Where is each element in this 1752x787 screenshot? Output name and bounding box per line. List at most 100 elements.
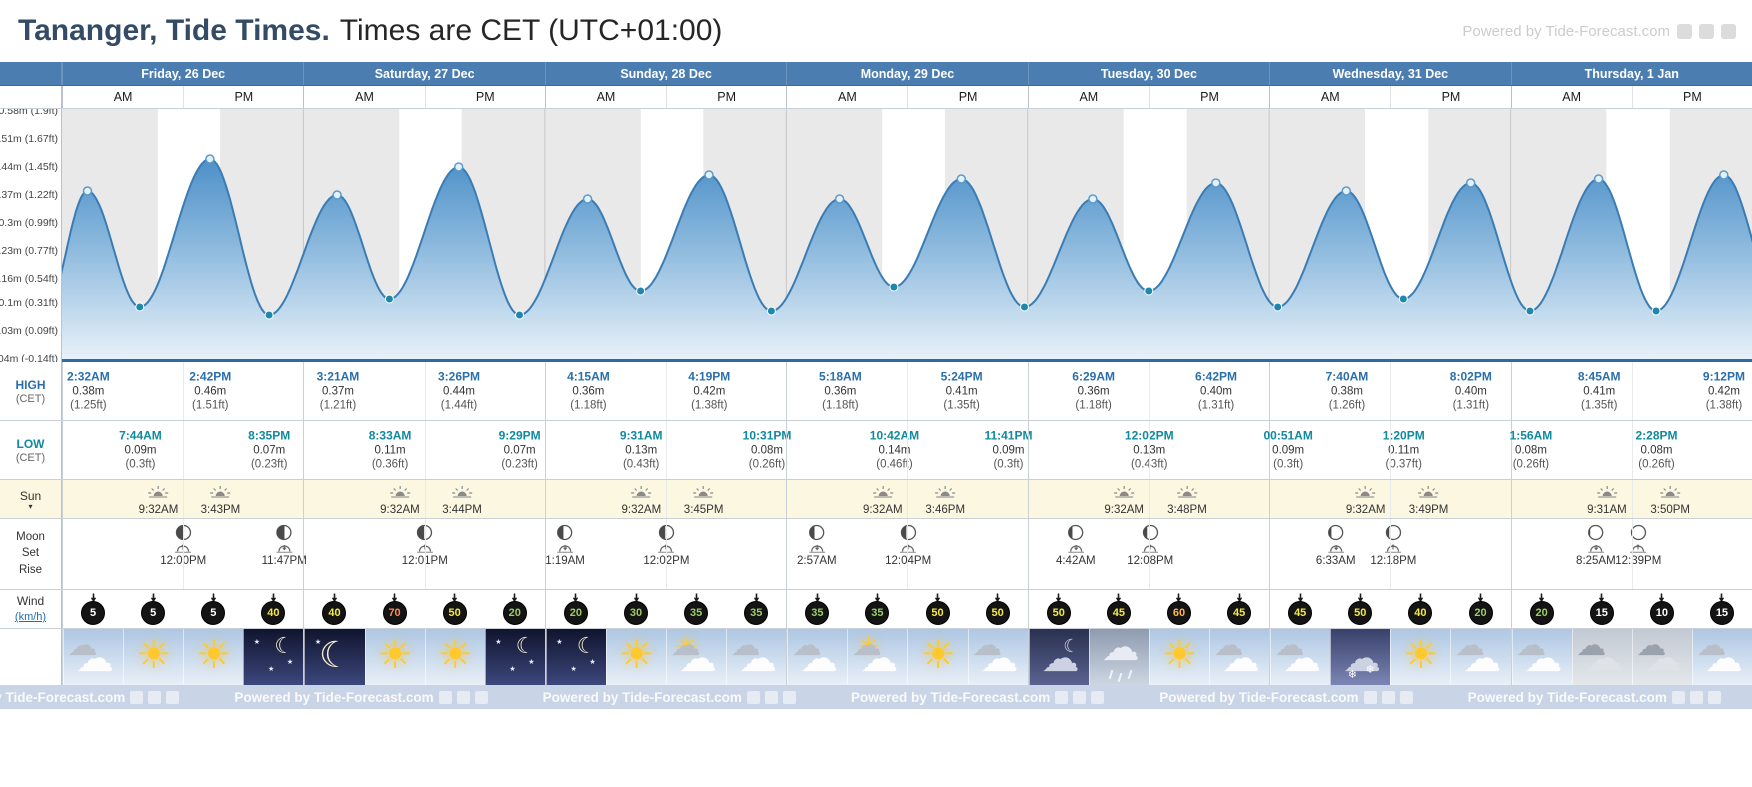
wind-speed-badge: 70 [382, 601, 407, 625]
day-cell: ☁ ☁ ☁ ☁ ☁ ☁ ☁ ☁ [1510, 629, 1752, 685]
moon-rise-label: Rise [18, 563, 42, 576]
social-icon[interactable] [764, 690, 778, 704]
am-header: AM [355, 90, 374, 104]
sunset-icon [1660, 486, 1681, 498]
low-tide-time: 2:28PM [1635, 428, 1678, 443]
social-icon[interactable] [1689, 690, 1703, 704]
wind-speed-value: 35 [811, 607, 824, 619]
wind-direction-arrow-icon [90, 593, 96, 603]
high-tide-height-m: 0.41m [945, 385, 978, 398]
low-tide-time: 10:42AM [869, 428, 920, 443]
weather-night-stars-icon: ★ ★ ★ ☾ [243, 629, 304, 685]
high-tide-event: 2:42PM 0.46m (1.51ft) [189, 370, 231, 413]
social-icon[interactable] [474, 690, 488, 704]
high-tide-time: 5:24PM [940, 369, 983, 384]
wind-row-label: Wind (km/h) [0, 590, 62, 628]
day-cell: 6:33AM 12:18PM [1269, 519, 1510, 589]
social-icon[interactable] [746, 690, 760, 704]
high-tide-height-m: 0.40m [1454, 385, 1487, 398]
social-icon[interactable] [130, 690, 144, 704]
wind-row: Wind (km/h) 5 5 5 40 40 70 50 20 20 30 35 35 35 35 50 5… [0, 590, 1752, 629]
social-icon[interactable] [148, 690, 162, 704]
footer-powered-by-link[interactable]: Powered by Tide-Forecast.com [234, 690, 488, 705]
day-cell: 5 5 5 40 [62, 590, 303, 628]
social-icon[interactable] [166, 690, 180, 704]
footer-powered-by-link[interactable]: Powered by Tide-Forecast.com [1468, 690, 1721, 705]
moonset-icon [1067, 545, 1084, 553]
pm-header: PM [1390, 86, 1510, 108]
day-cell: 5:18AM 0.36m (1.18ft) 5:24PM 0.41m (1.35ft) [786, 362, 1027, 420]
high-tide-height-m: 0.36m [1077, 385, 1110, 398]
moon-rise-time: 12:04PM [885, 555, 932, 567]
sunrise-time: 9:32AM [862, 504, 903, 516]
social-icon[interactable] [1055, 690, 1069, 704]
footer-powered-by-link[interactable]: Powered by Tide-Forecast.com [543, 690, 796, 705]
footer-powered-by-link[interactable]: Powered by Tide-Forecast.com [0, 689, 180, 705]
social-icon[interactable] [1399, 690, 1413, 704]
moonset-icon [1587, 545, 1604, 553]
low-tide-time: 7:44AM [119, 428, 162, 443]
low-tide-event: 11:41PM 0.09m (0.3ft) [984, 429, 1032, 472]
sunrise-icon [872, 486, 893, 498]
low-label: LOW [16, 436, 45, 451]
social-icon[interactable] [1381, 690, 1395, 704]
sunset-icon [693, 486, 714, 498]
day-cell: 00:51AM 0.09m (0.3ft) 1:20PM 0.11m (0.37ft) [1263, 421, 1510, 479]
weather-night-cloud-icon: ☾ ☁ [1028, 629, 1089, 685]
moon-phase-icon [175, 524, 191, 541]
day-header: Thursday, 1 Jan [1510, 62, 1752, 85]
social-icon[interactable] [1721, 23, 1736, 39]
social-icon[interactable] [1073, 690, 1087, 704]
high-tide-height-m: 0.36m [824, 385, 857, 398]
social-icon[interactable] [456, 690, 470, 704]
social-icon[interactable] [1707, 690, 1721, 704]
day-cell: 20 15 10 15 [1510, 590, 1752, 628]
social-icon[interactable] [1677, 23, 1692, 39]
low-tide-height-m: 0.07m [503, 444, 536, 457]
sunset-time: 3:48PM [1167, 504, 1207, 516]
footer-bar: Powered by Tide-Forecast.com Powered by T… [0, 685, 1752, 709]
footer-powered-by-text: Powered by Tide-Forecast.com [0, 689, 126, 705]
am-pm-pair: AM PM [62, 86, 303, 108]
high-tide-height-m: 0.42m [1707, 385, 1740, 398]
sunset-time: 3:44PM [442, 504, 482, 516]
weather-sun-icon: ☀ [1148, 629, 1210, 685]
day-header: Wednesday, 31 Dec [1269, 62, 1510, 85]
wind-speed-value: 15 [1715, 607, 1729, 619]
low-tide-row: LOW (CET) 7:44AM 0.09m (0.3ft) 8:35PM 0.07m(… [0, 421, 1752, 480]
moonrise-icon [1630, 544, 1647, 553]
high-tide-time: 4:15AM [567, 369, 610, 384]
low-tide-time: 8:33AM [368, 428, 412, 443]
social-icon[interactable] [1671, 690, 1685, 704]
high-tide-time: 3:21AM [316, 369, 360, 384]
social-icon[interactable] [1699, 23, 1714, 39]
footer-powered-by-link[interactable]: Powered by Tide-Forecast.com [851, 690, 1105, 705]
social-icon[interactable] [438, 690, 452, 704]
low-tide-event: 10:31PM 0.08m (0.26ft) [743, 429, 792, 472]
moon-rise-time: 12:01PM [401, 555, 448, 567]
wind-direction-arrow-icon [1297, 593, 1303, 603]
footer-powered-by-link[interactable]: Powered by Tide-Forecast.com [1159, 690, 1413, 705]
am-pm-pair: AM PM [544, 86, 786, 108]
powered-by-link[interactable]: Powered by Tide-Forecast.com [1462, 23, 1736, 40]
wind-speed-badge: 20 [1468, 601, 1493, 625]
moon-rise-time: 12:39PM [1615, 555, 1662, 567]
moon-phase-icon [1328, 524, 1344, 541]
moon-phase-icon [557, 524, 573, 541]
social-icon[interactable] [1363, 690, 1377, 704]
wind-badge: 5 [81, 593, 106, 625]
low-tide-height-m: 0.09m [124, 444, 157, 457]
high-tide-height-m: 0.46m [194, 385, 227, 398]
low-tide-time: 12:02PM [1124, 428, 1174, 443]
chevron-down-icon[interactable]: ▾ [28, 501, 33, 511]
wind-speed-badge: 60 [1166, 601, 1191, 625]
wind-unit-link[interactable]: (km/h) [14, 611, 47, 624]
social-icon[interactable] [782, 690, 796, 704]
weather-night-stars-icon: ★ ★ ★ ☾ [545, 629, 606, 685]
tide-curve-svg [62, 109, 1752, 362]
wind-badge: 50 [1046, 593, 1071, 625]
low-tide-time: 1:20PM [1382, 428, 1425, 443]
moonrise-icon [1142, 544, 1159, 553]
social-icon[interactable] [1091, 690, 1105, 704]
